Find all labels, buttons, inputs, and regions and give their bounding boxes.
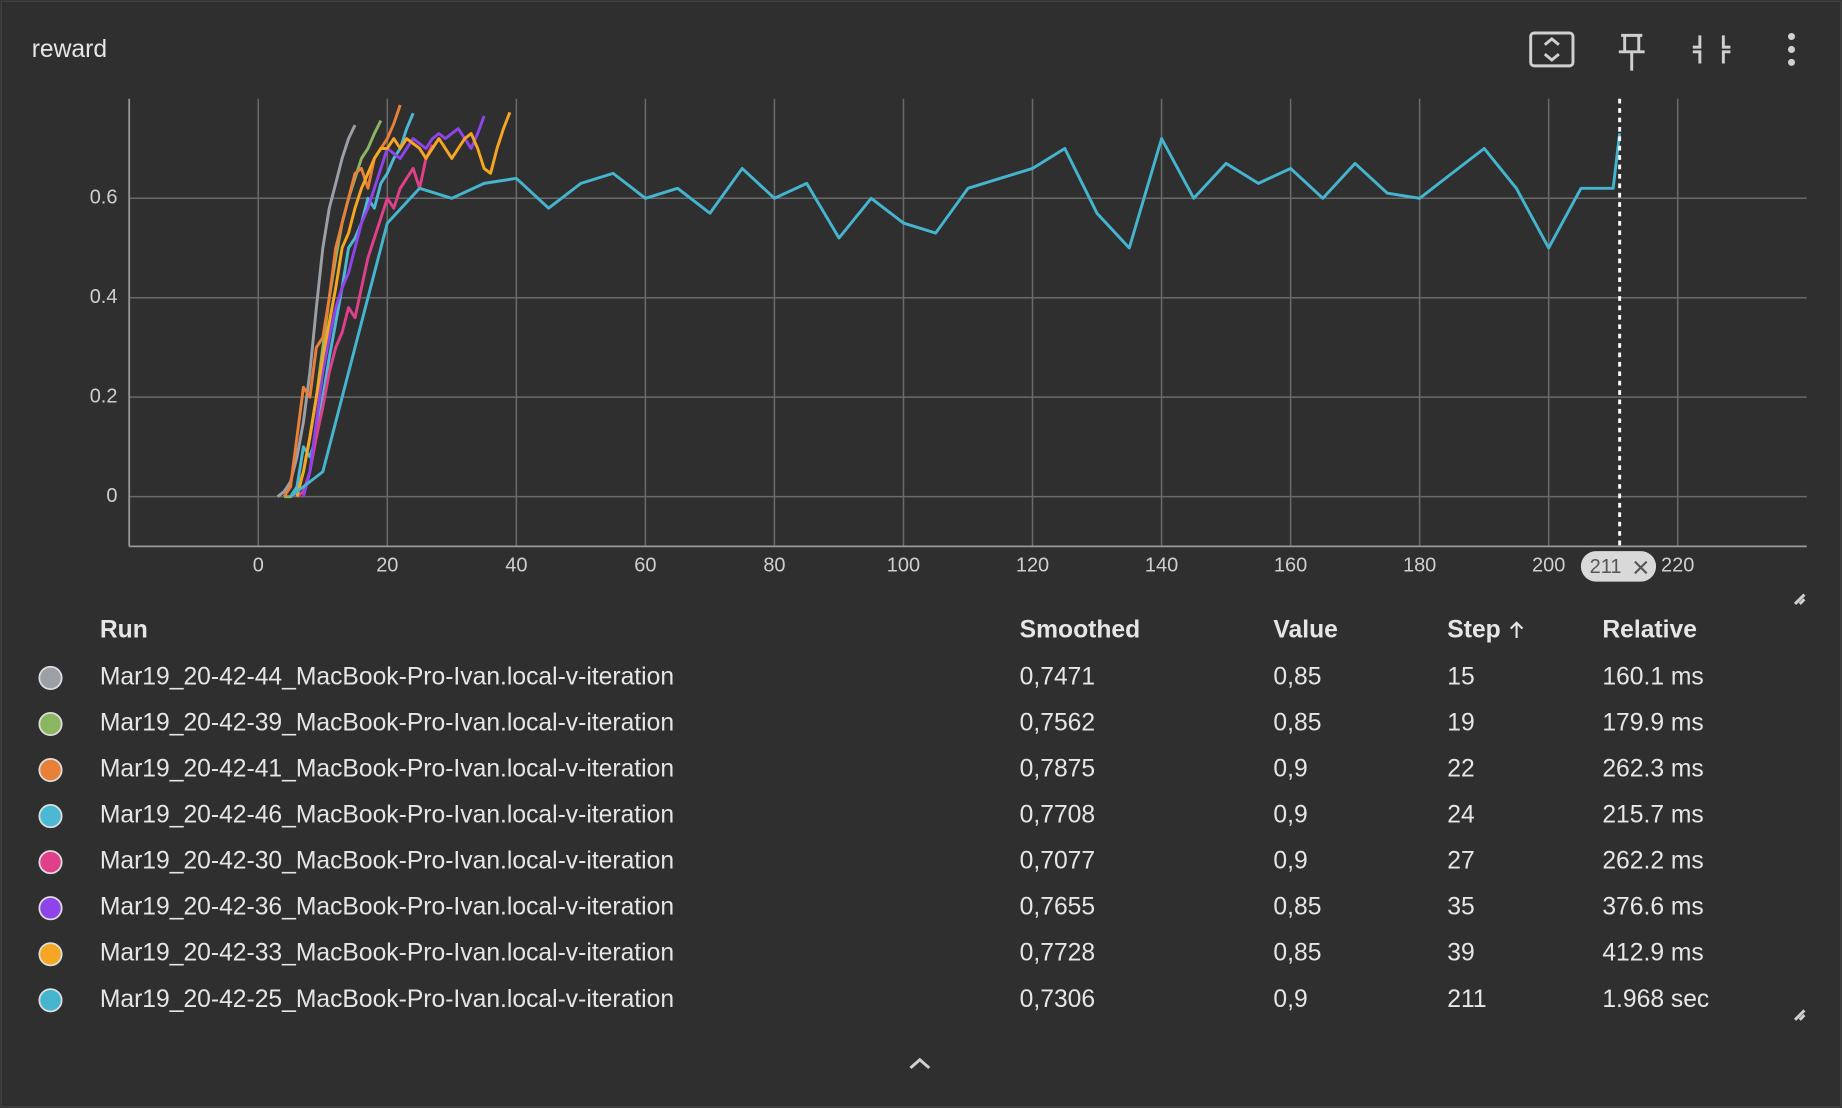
fullscreen-button[interactable] xyxy=(1529,31,1575,68)
x-tick-label: 220 xyxy=(1661,555,1694,577)
y-tick-label: 0.4 xyxy=(90,286,118,308)
table-cell: 0,85 xyxy=(1273,940,1321,967)
y-tick-label: 0 xyxy=(106,485,117,507)
table-header: Value xyxy=(1273,616,1337,643)
sort-arrow xyxy=(1509,621,1524,638)
table-cell: 22 xyxy=(1447,756,1474,783)
fullscreen-icon[interactable] xyxy=(1529,31,1575,68)
table-cell: 0,7077 xyxy=(1020,848,1095,875)
y-tick-label: 0.6 xyxy=(90,187,118,209)
runs-table: Run Smoothed Value Step Relative Mar19_20-42-… xyxy=(38,616,1709,1013)
table-cell: 0,9 xyxy=(1273,802,1307,829)
table-cell: 0,9 xyxy=(1273,848,1307,875)
run-color-dot[interactable] xyxy=(38,896,63,921)
table-cell: 0,9 xyxy=(1273,756,1307,783)
x-tick-label: 180 xyxy=(1403,555,1436,577)
run-name: Mar19_20-42-39_MacBook-Pro-Ivan.local-v-… xyxy=(100,710,674,737)
table-cell: 0,9 xyxy=(1273,986,1307,1013)
table-cell: 24 xyxy=(1447,802,1474,829)
run-name: Mar19_20-42-41_MacBook-Pro-Ivan.local-v-… xyxy=(100,756,674,783)
series-line xyxy=(302,115,486,498)
table-header: Smoothed xyxy=(1020,616,1141,643)
table-cell: 215.7 ms xyxy=(1602,802,1703,829)
run-name: Mar19_20-42-44_MacBook-Pro-Ivan.local-v-… xyxy=(100,663,674,690)
series-line xyxy=(296,144,434,498)
collapse-button[interactable] xyxy=(1692,35,1731,64)
table-cell: 0,85 xyxy=(1273,663,1321,690)
x-tick-label: 40 xyxy=(505,555,527,577)
run-color-dot[interactable] xyxy=(38,988,63,1013)
x-tick-label: 0 xyxy=(253,555,264,577)
table-cell: 0,7728 xyxy=(1020,940,1095,967)
table-cell: 39 xyxy=(1447,940,1474,967)
table-cell: 211 xyxy=(1447,986,1486,1013)
table-header: Relative xyxy=(1602,616,1697,643)
table-cell: 179.9 ms xyxy=(1602,710,1703,737)
run-color-dot[interactable] xyxy=(38,804,63,829)
pin-button[interactable] xyxy=(1618,33,1645,71)
run-color-dot[interactable] xyxy=(38,757,63,783)
hover-close[interactable] xyxy=(1634,560,1648,575)
table-cell: 0,7562 xyxy=(1020,710,1095,737)
table-cell: 35 xyxy=(1447,894,1474,921)
menu-dot[interactable] xyxy=(1787,33,1796,41)
expand-button[interactable] xyxy=(909,1057,931,1070)
table-cell: 0,7708 xyxy=(1020,802,1095,829)
table-header[interactable]: Step xyxy=(1447,616,1500,643)
run-color-dot[interactable] xyxy=(38,711,63,737)
table-header: Run xyxy=(100,616,148,643)
hover-marker[interactable]: 211 xyxy=(1580,98,1657,582)
table-cell: 262.2 ms xyxy=(1602,848,1703,875)
panel-title: reward xyxy=(32,36,107,63)
x-tick-label: 200 xyxy=(1532,555,1565,577)
table-cell: 0,7306 xyxy=(1020,986,1095,1013)
run-name: Mar19_20-42-46_MacBook-Pro-Ivan.local-v-… xyxy=(100,802,674,829)
x-tick-label: 80 xyxy=(763,555,785,577)
table-cell: 15 xyxy=(1447,663,1474,690)
table-cell: 1.968 sec xyxy=(1602,986,1709,1013)
hover-pill[interactable] xyxy=(1580,551,1657,582)
run-name: Mar19_20-42-33_MacBook-Pro-Ivan.local-v-… xyxy=(100,940,674,967)
series-line xyxy=(295,111,512,498)
menu-dot[interactable] xyxy=(1787,58,1796,66)
table-cell: 19 xyxy=(1447,710,1474,737)
table-cell: 0,7655 xyxy=(1020,894,1095,921)
tick-labels: 0 0.2 0.4 0.6 0 20 40 60 80 100 120 140 160 180 200 220 xyxy=(90,187,1695,577)
x-tick-label: 140 xyxy=(1145,555,1178,577)
hover-step-label[interactable]: 211 xyxy=(1590,556,1622,578)
x-tick-label: 160 xyxy=(1274,555,1307,577)
plot-area xyxy=(276,104,1622,499)
table-cell: 0,85 xyxy=(1273,710,1321,737)
table-cell: 0,7471 xyxy=(1020,663,1095,690)
menu-dot[interactable] xyxy=(1787,45,1796,53)
x-tick-label: 20 xyxy=(376,555,398,577)
run-color-dot[interactable] xyxy=(38,850,63,875)
run-name: Mar19_20-42-25_MacBook-Pro-Ivan.local-v-… xyxy=(100,986,674,1013)
y-tick-label: 0.2 xyxy=(90,385,118,407)
table-cell: 0,85 xyxy=(1273,894,1321,921)
run-name: Mar19_20-42-30_MacBook-Pro-Ivan.local-v-… xyxy=(100,848,674,875)
fullscreen-arrows[interactable] xyxy=(1543,36,1560,62)
resize-handle[interactable] xyxy=(1793,593,1806,605)
table-cell: 262.3 ms xyxy=(1602,756,1703,783)
table-cell: 27 xyxy=(1447,848,1474,875)
resize-handle[interactable] xyxy=(1793,1009,1806,1021)
run-color-dot[interactable] xyxy=(38,942,63,967)
run-name: Mar19_20-42-36_MacBook-Pro-Ivan.local-v-… xyxy=(100,894,674,921)
table-cell: 412.9 ms xyxy=(1602,940,1703,967)
x-tick-label: 100 xyxy=(887,555,920,577)
more-menu-button[interactable] xyxy=(1787,33,1796,66)
series-line xyxy=(289,133,1622,498)
table-cell: 0,7875 xyxy=(1020,756,1095,783)
table-cell: 376.6 ms xyxy=(1602,894,1703,921)
x-tick-label: 120 xyxy=(1016,555,1049,577)
run-color-dot[interactable] xyxy=(38,665,63,690)
table-cell: 160.1 ms xyxy=(1602,663,1703,690)
x-tick-label: 60 xyxy=(634,555,656,577)
